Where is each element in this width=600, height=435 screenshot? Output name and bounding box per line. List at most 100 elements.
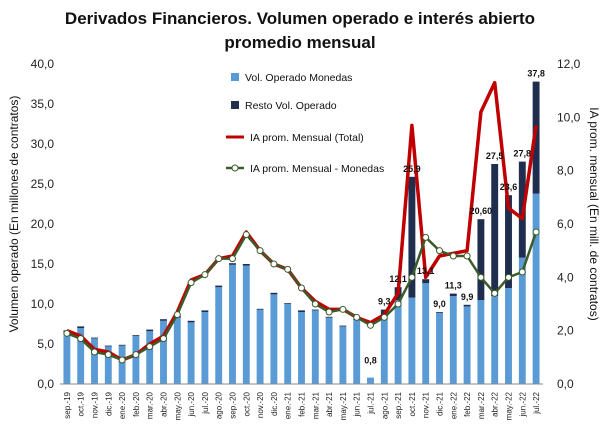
- bar-resto: [477, 219, 485, 300]
- data-label: 37,8: [527, 69, 545, 79]
- y-left-tick-label: 0,0: [37, 377, 54, 391]
- legend-label-resto: Resto Vol. Operado: [245, 100, 337, 112]
- legend-swatch-monedas: [231, 73, 239, 81]
- bar-resto: [201, 310, 209, 312]
- x-tick-label: jun.-21: [353, 391, 362, 417]
- bar-resto: [104, 345, 112, 347]
- bar-monedas: [77, 328, 85, 384]
- bar-monedas: [422, 283, 430, 384]
- legend-label-monedas: Vol. Operado Monedas: [245, 72, 352, 84]
- bar-resto: [463, 304, 471, 307]
- point-ia-monedas: [173, 311, 181, 319]
- point-ia-monedas: [132, 351, 140, 359]
- bar-monedas: [463, 306, 471, 384]
- y-right-tick-label: 4,0: [557, 270, 574, 284]
- bar-monedas: [270, 294, 278, 384]
- bar-monedas: [436, 312, 443, 384]
- bar-monedas: [242, 265, 250, 384]
- data-label: 9,0: [433, 299, 446, 309]
- data-label: 0,8: [364, 356, 377, 366]
- bar-monedas: [118, 345, 126, 384]
- x-tick-label: jun.-20: [187, 391, 196, 417]
- point-ia-monedas: [408, 273, 416, 281]
- point-ia-monedas: [422, 233, 430, 241]
- bar-monedas: [353, 320, 361, 384]
- x-tick-label: may.-20: [173, 391, 182, 420]
- legend-label-ia-total: IA prom. Mensual (Total): [250, 132, 364, 144]
- bar-resto: [449, 293, 457, 296]
- x-tick-label: mar.-21: [311, 391, 320, 419]
- point-ia-monedas: [339, 305, 347, 313]
- point-ia-monedas: [91, 348, 98, 356]
- bar-monedas: [298, 312, 305, 384]
- y-axis-left-label: Volumen operado (En millones de contrato…: [7, 96, 21, 333]
- x-tick-label: feb.-22: [463, 391, 472, 416]
- chart-title-line1: Derivados Financieros. Volumen operado e…: [65, 9, 535, 28]
- point-ia-monedas: [229, 255, 236, 263]
- point-ia-monedas: [532, 228, 540, 236]
- bar-resto: [339, 325, 347, 327]
- y-right-tick-label: 10,0: [557, 110, 581, 124]
- bar-monedas: [201, 312, 209, 384]
- bar-monedas: [518, 257, 526, 384]
- point-ia-monedas: [63, 329, 71, 337]
- x-tick-label: ago.-21: [380, 391, 389, 419]
- bar-monedas: [229, 264, 236, 384]
- bar-monedas: [505, 288, 512, 384]
- point-ia-monedas: [104, 351, 112, 359]
- point-ia-monedas: [270, 260, 278, 268]
- bar-monedas: [339, 326, 347, 384]
- x-axis: sep.-19 oct.-19 nov.-19 dic.-19 ene.-20 feb.-…: [60, 383, 543, 420]
- bar-monedas: [146, 331, 154, 384]
- bar-resto: [325, 316, 333, 318]
- point-ia-monedas: [477, 273, 485, 281]
- x-tick-label: jul.-22: [532, 391, 541, 414]
- point-ia-monedas: [187, 279, 195, 287]
- bar-monedas: [104, 346, 112, 384]
- data-label: 27,8: [514, 149, 532, 159]
- data-label: 12,1: [389, 274, 407, 284]
- bar-monedas: [408, 297, 416, 384]
- x-tick-label: ene.-21: [284, 391, 293, 419]
- x-tick-label: may.-21: [339, 391, 348, 420]
- x-tick-label: dic.-21: [436, 391, 445, 416]
- x-tick-label: mar.-20: [146, 391, 155, 419]
- x-tick-label: abr.-21: [325, 391, 334, 416]
- x-tick-label: abr.-20: [160, 391, 169, 416]
- bar-monedas: [394, 300, 402, 384]
- x-tick-label: dic.-19: [104, 391, 113, 416]
- x-tick-label: jul.-20: [201, 391, 210, 414]
- bars: [63, 81, 540, 384]
- y-left-tick-label: 40,0: [31, 57, 55, 71]
- bar-resto: [242, 264, 250, 266]
- bar-resto: [229, 263, 236, 265]
- data-labels: 0,8 9,3 12,1 25,9 13,1 9,0 11,39,9 20,60 27,5 23,…: [364, 69, 545, 366]
- y-left-tick-label: 30,0: [31, 137, 55, 151]
- y-left-tick-label: 5,0: [37, 337, 54, 351]
- bar-resto: [118, 344, 126, 346]
- bar-resto: [505, 195, 512, 288]
- bar-resto: [270, 292, 278, 295]
- legend-label-ia-monedas: IA prom. Mensual - Monedas: [250, 163, 384, 175]
- bar-monedas: [132, 336, 140, 384]
- data-label: 13,1: [417, 266, 435, 276]
- x-tick-label: sep.-21: [394, 391, 403, 418]
- bar-resto: [532, 81, 540, 194]
- bar-monedas: [63, 332, 71, 384]
- bar-resto: [436, 312, 443, 313]
- data-label: 23,6: [500, 182, 518, 192]
- x-tick-label: jun.-22: [518, 391, 527, 417]
- bar-resto: [284, 303, 292, 304]
- x-tick-label: ago.-20: [215, 391, 224, 419]
- point-ia-monedas: [215, 255, 223, 263]
- y-left-tick-label: 20,0: [31, 217, 55, 231]
- point-ia-monedas: [325, 308, 333, 316]
- y-right-tick-label: 0,0: [557, 377, 574, 391]
- point-ia-monedas: [77, 335, 85, 343]
- y-right-tick-label: 6,0: [557, 217, 574, 231]
- bar-resto: [77, 326, 85, 328]
- bar-resto: [215, 285, 223, 288]
- bar-resto: [298, 310, 305, 312]
- bar-monedas: [491, 296, 499, 384]
- legend-marker-ia-monedas: [231, 164, 239, 172]
